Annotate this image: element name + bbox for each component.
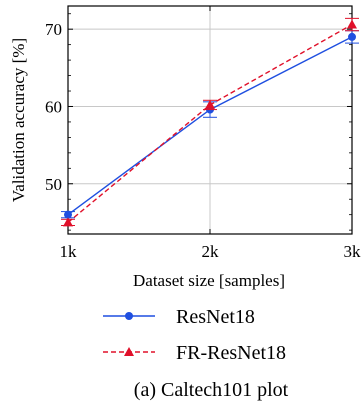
y-axis-label: Validation accuracy [%]: [9, 38, 28, 202]
data-point: [64, 210, 72, 219]
data-point: [205, 99, 215, 109]
data-point: [347, 19, 357, 29]
y-tick-label: 60: [45, 97, 62, 116]
y-tick-label: 70: [45, 20, 62, 39]
legend-entry: FR-ResNet18: [103, 342, 286, 364]
legend-marker: [124, 347, 134, 356]
legend-entry: ResNet18: [103, 306, 255, 328]
data-point: [63, 217, 73, 227]
x-axis-label: Dataset size [samples]: [133, 271, 285, 290]
series-fr-resnet18: [61, 17, 359, 227]
legend-label: ResNet18: [176, 306, 255, 328]
x-tick-label: 3k: [344, 242, 362, 261]
series-layer: [61, 17, 359, 227]
figure-caption: (a) Caltech101 plot: [134, 379, 289, 401]
tick-labels: 50 60 70 1k 2k 3k: [45, 20, 361, 261]
y-tick-label: 50: [45, 175, 62, 194]
legend: ResNet18 FR-ResNet18: [103, 306, 286, 364]
x-tick-label: 2k: [202, 242, 220, 261]
x-tick-label: 1k: [60, 242, 78, 261]
grid: [68, 6, 352, 234]
data-point: [348, 32, 356, 41]
legend-label: FR-ResNet18: [176, 342, 286, 364]
legend-marker: [125, 312, 133, 320]
